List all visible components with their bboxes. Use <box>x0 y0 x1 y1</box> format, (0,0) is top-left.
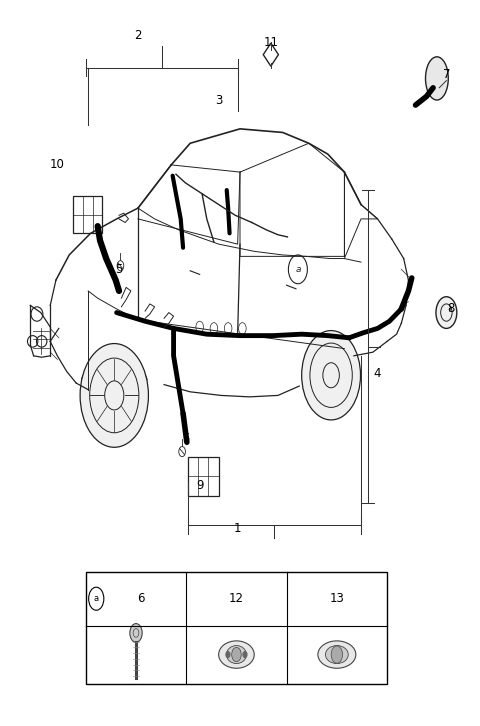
Bar <box>188 457 219 497</box>
Circle shape <box>130 624 142 643</box>
Ellipse shape <box>301 330 360 420</box>
Text: 9: 9 <box>196 479 204 492</box>
Ellipse shape <box>425 57 448 100</box>
Text: 2: 2 <box>134 29 142 41</box>
Ellipse shape <box>219 641 254 668</box>
Ellipse shape <box>325 645 348 664</box>
Ellipse shape <box>318 641 356 668</box>
Text: 4: 4 <box>374 367 381 380</box>
Text: 13: 13 <box>329 592 344 605</box>
Text: 5: 5 <box>182 432 189 445</box>
Text: 6: 6 <box>137 592 145 605</box>
Text: 1: 1 <box>234 522 241 535</box>
Circle shape <box>436 297 457 328</box>
Text: a: a <box>94 594 99 603</box>
Circle shape <box>331 646 343 664</box>
Text: 12: 12 <box>229 592 244 605</box>
Text: 7: 7 <box>443 68 450 81</box>
Bar <box>73 196 102 233</box>
Bar <box>86 572 387 684</box>
Text: 5: 5 <box>115 263 123 276</box>
Text: a: a <box>295 265 300 274</box>
Circle shape <box>232 648 241 662</box>
Text: 3: 3 <box>215 94 222 107</box>
Circle shape <box>226 652 230 658</box>
Text: 10: 10 <box>50 158 65 171</box>
Text: 8: 8 <box>447 303 455 316</box>
Circle shape <box>80 343 148 447</box>
Text: 11: 11 <box>264 36 278 49</box>
Ellipse shape <box>227 645 246 664</box>
Circle shape <box>243 652 247 658</box>
